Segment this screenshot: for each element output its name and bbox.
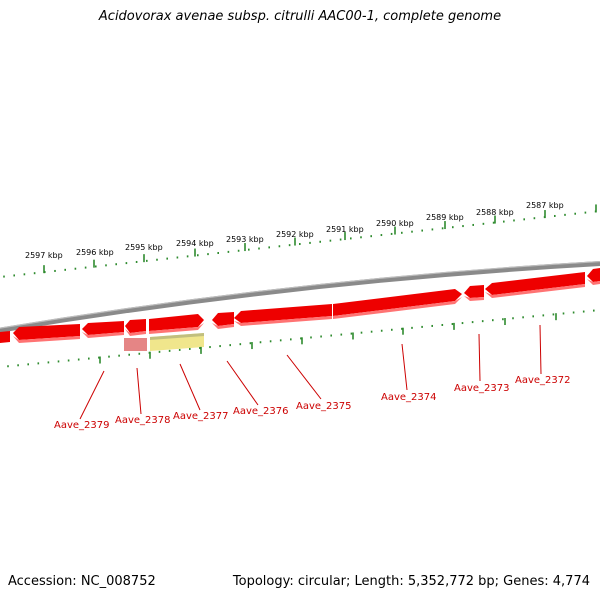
gene-arrow-shadow bbox=[13, 336, 80, 343]
inner-scale-ticks bbox=[7, 309, 595, 368]
kbp-label: 2596 kbp bbox=[76, 248, 114, 257]
gene-arrow[interactable] bbox=[212, 312, 234, 326]
misc-features bbox=[124, 333, 204, 351]
gene-arrow-shadow bbox=[587, 279, 600, 285]
gene-arrow[interactable] bbox=[125, 319, 146, 333]
gene-label[interactable]: Aave_2376 bbox=[233, 406, 289, 417]
gene-arrow-shadow bbox=[125, 329, 146, 336]
gene-label[interactable]: Aave_2379 bbox=[54, 420, 110, 431]
accession-label: Accession: NC_008752 bbox=[8, 574, 156, 589]
gene-label[interactable]: Aave_2378 bbox=[115, 415, 171, 426]
gene-label[interactable]: Aave_2375 bbox=[296, 401, 352, 412]
gene-arrow[interactable] bbox=[485, 272, 585, 295]
gene-arrow[interactable] bbox=[13, 324, 80, 340]
gene-arrow[interactable] bbox=[234, 304, 332, 323]
genome-summary: Topology: circular; Length: 5,352,772 bp… bbox=[232, 574, 590, 589]
gene-arrow[interactable] bbox=[464, 285, 484, 298]
gene-label[interactable]: Aave_2373 bbox=[454, 383, 510, 394]
kbp-label: 2593 kbp bbox=[226, 235, 264, 244]
gene-arrow-shadow bbox=[333, 297, 462, 319]
gene-arrow[interactable] bbox=[333, 289, 462, 316]
gene-leader-line bbox=[136, 367, 142, 415]
gene-arrows bbox=[0, 268, 600, 343]
kbp-label: 2597 kbp bbox=[25, 251, 63, 260]
gene-arrow-shadow bbox=[485, 284, 585, 298]
backbone-highlight bbox=[0, 260, 600, 329]
map-title: Acidovorax avenae subsp. citrulli AAC00-… bbox=[98, 9, 502, 24]
gene-leader-line bbox=[401, 343, 408, 391]
gene-arrow[interactable] bbox=[587, 268, 600, 282]
gene-leader-line bbox=[226, 360, 259, 406]
gene-arrow-shadow bbox=[212, 323, 234, 329]
outer-scale-ticks bbox=[3, 204, 597, 278]
gene-leader-line bbox=[286, 354, 322, 400]
kbp-label: 2592 kbp bbox=[276, 230, 314, 239]
genome-backbone bbox=[0, 260, 600, 333]
gene-label[interactable]: Aave_2372 bbox=[515, 375, 571, 386]
gene-label[interactable]: Aave_2377 bbox=[173, 411, 229, 422]
gene-arrow[interactable] bbox=[0, 331, 10, 343]
gene-arrow-shadow bbox=[149, 323, 204, 334]
gene-arrow[interactable] bbox=[82, 321, 124, 335]
gene-labels: Aave_2379 Aave_2378 Aave_2377 Aave_2376 Aave… bbox=[54, 375, 571, 431]
gene-arrow-shadow bbox=[82, 332, 124, 338]
gene-arrow-shadow bbox=[234, 316, 332, 326]
kbp-label: 2591 kbp bbox=[326, 225, 364, 234]
kbp-scale-labels: 2597 kbp 2596 kbp 2595 kbp 2594 kbp 2593 kbp… bbox=[25, 201, 564, 260]
kbp-label: 2595 kbp bbox=[125, 243, 163, 252]
gene-leader-line bbox=[539, 324, 542, 375]
gene-arrow-shadow bbox=[464, 296, 484, 301]
backbone-line bbox=[0, 261, 600, 333]
kbp-label: 2594 kbp bbox=[176, 239, 214, 248]
kbp-label: 2587 kbp bbox=[526, 201, 564, 210]
gene-leader-line bbox=[478, 333, 481, 382]
gene-leader-line bbox=[179, 363, 201, 411]
gene-label[interactable]: Aave_2374 bbox=[381, 392, 437, 403]
kbp-label: 2589 kbp bbox=[426, 213, 464, 222]
kbp-label: 2588 kbp bbox=[476, 208, 514, 217]
gene-leader-line bbox=[79, 370, 105, 420]
misc-feature-stripe bbox=[150, 333, 204, 340]
gene-label-leaders bbox=[79, 324, 542, 420]
misc-feature-block[interactable] bbox=[124, 338, 147, 351]
kbp-label: 2590 kbp bbox=[376, 219, 414, 228]
gene-arrow[interactable] bbox=[149, 314, 204, 331]
